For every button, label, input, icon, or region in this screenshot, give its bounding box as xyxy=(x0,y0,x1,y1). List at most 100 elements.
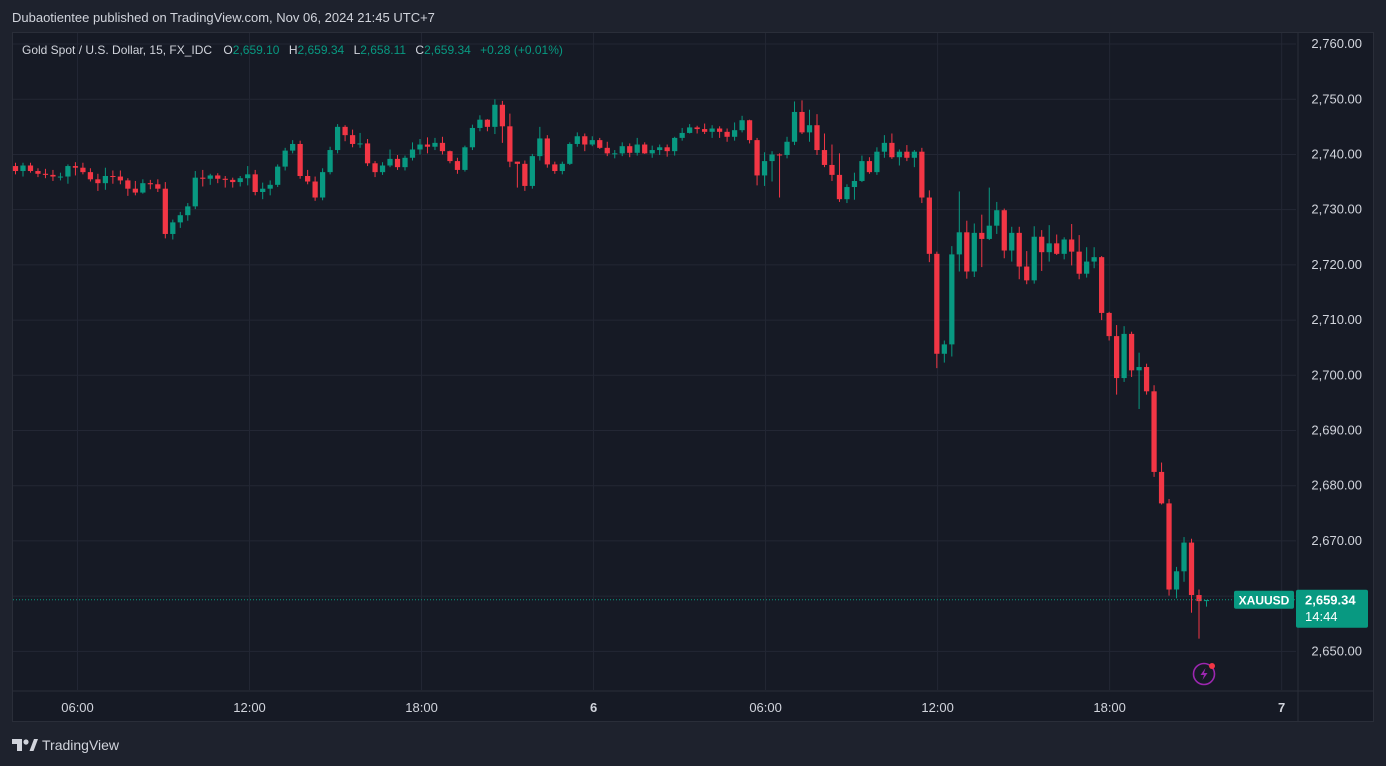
candle-body[interactable] xyxy=(155,184,161,189)
candle-body[interactable] xyxy=(1181,542,1187,572)
candle-body[interactable] xyxy=(1136,367,1142,371)
candle-body[interactable] xyxy=(372,163,378,173)
candle-body[interactable] xyxy=(537,138,543,157)
candle-body[interactable] xyxy=(290,143,296,151)
candle-body[interactable] xyxy=(50,174,56,177)
candle-body[interactable] xyxy=(859,161,865,181)
candle-body[interactable] xyxy=(694,127,700,130)
candle-body[interactable] xyxy=(934,253,940,354)
candle-body[interactable] xyxy=(1188,542,1195,596)
candle-body[interactable] xyxy=(424,144,431,147)
candle-body[interactable] xyxy=(140,183,146,193)
candle-body[interactable] xyxy=(776,154,783,156)
candle-body[interactable] xyxy=(237,178,243,183)
candle-body[interactable] xyxy=(469,127,476,148)
candle-body[interactable] xyxy=(27,165,34,172)
candle-body[interactable] xyxy=(1054,243,1060,254)
candle-body[interactable] xyxy=(87,172,94,180)
candle-body[interactable] xyxy=(986,225,992,239)
candle-body[interactable] xyxy=(926,197,932,254)
candle-body[interactable] xyxy=(1084,261,1090,274)
candle-body[interactable] xyxy=(1024,266,1030,281)
candle-body[interactable] xyxy=(896,151,903,158)
candle-body[interactable] xyxy=(979,232,985,239)
candle-body[interactable] xyxy=(709,128,715,132)
candle-body[interactable] xyxy=(20,165,26,172)
candle-body[interactable] xyxy=(904,151,910,158)
candle-body[interactable] xyxy=(956,232,962,255)
candle-body[interactable] xyxy=(851,180,858,188)
candle-body[interactable] xyxy=(349,135,356,144)
candle-body[interactable] xyxy=(192,177,198,207)
candle-body[interactable] xyxy=(1128,333,1135,371)
candle-body[interactable] xyxy=(964,232,970,272)
candle-body[interactable] xyxy=(72,166,79,168)
candle-body[interactable] xyxy=(492,104,498,127)
candle-body[interactable] xyxy=(1039,236,1045,253)
candle-body[interactable] xyxy=(327,150,333,173)
candle-body[interactable] xyxy=(866,161,873,173)
candle-body[interactable] xyxy=(739,120,745,131)
legend-symbol[interactable]: Gold Spot / U.S. Dollar, 15, FX_IDC xyxy=(22,43,213,57)
candle-body[interactable] xyxy=(364,143,371,164)
candle-body[interactable] xyxy=(275,166,281,185)
candle-body[interactable] xyxy=(529,156,535,186)
candle-body[interactable] xyxy=(162,188,168,234)
candle-body[interactable] xyxy=(1001,210,1007,251)
candle-body[interactable] xyxy=(267,184,273,189)
candle-body[interactable] xyxy=(80,167,86,173)
candle-body[interactable] xyxy=(514,161,520,164)
candle-body[interactable] xyxy=(814,125,820,151)
candle-body[interactable] xyxy=(687,127,693,133)
candle-body[interactable] xyxy=(799,111,805,133)
candle-body[interactable] xyxy=(454,161,461,170)
candle-body[interactable] xyxy=(95,179,101,184)
candle-body[interactable] xyxy=(507,126,513,162)
candle-body[interactable] xyxy=(769,154,775,162)
candle-body[interactable] xyxy=(1203,600,1210,602)
candle-body[interactable] xyxy=(305,175,311,182)
candle-body[interactable] xyxy=(260,188,266,193)
candle-body[interactable] xyxy=(589,140,595,145)
candle-body[interactable] xyxy=(941,344,947,354)
candle-body[interactable] xyxy=(597,140,603,148)
candle-body[interactable] xyxy=(874,151,880,173)
candle-body[interactable] xyxy=(57,176,64,178)
candle-body[interactable] xyxy=(35,171,41,174)
candle-body[interactable] xyxy=(612,153,618,155)
candle-body[interactable] xyxy=(1196,595,1202,602)
candle-body[interactable] xyxy=(836,174,843,200)
candle-body[interactable] xyxy=(477,119,483,128)
candle-body[interactable] xyxy=(702,129,708,132)
candle-body[interactable] xyxy=(844,187,850,200)
candle-body[interactable] xyxy=(994,210,1000,226)
candle-body[interactable] xyxy=(889,142,895,158)
candle-body[interactable] xyxy=(207,175,213,179)
candle-body[interactable] xyxy=(417,144,423,150)
candle-body[interactable] xyxy=(724,131,730,137)
candle-body[interactable] xyxy=(282,150,288,167)
candle-body[interactable] xyxy=(1151,391,1157,472)
candle-body[interactable] xyxy=(484,119,491,127)
candle-body[interactable] xyxy=(761,161,768,176)
candle-body[interactable] xyxy=(1106,312,1112,337)
candle-body[interactable] xyxy=(784,141,790,156)
candle-body[interactable] xyxy=(1113,336,1120,379)
candle-body[interactable] xyxy=(672,137,678,152)
candle-body[interactable] xyxy=(230,179,236,183)
candle-body[interactable] xyxy=(102,175,109,184)
candle-body[interactable] xyxy=(544,138,550,165)
candle-body[interactable] xyxy=(1009,232,1015,251)
candle-body[interactable] xyxy=(806,125,813,133)
candle-body[interactable] xyxy=(1016,232,1022,267)
candle-body[interactable] xyxy=(552,164,558,172)
lightning-icon[interactable] xyxy=(1192,662,1216,686)
candle-body[interactable] xyxy=(746,120,753,141)
candle-body[interactable] xyxy=(147,183,153,185)
candle-body[interactable] xyxy=(649,150,655,154)
candle-body[interactable] xyxy=(334,126,341,151)
candle-body[interactable] xyxy=(462,147,468,170)
candle-body[interactable] xyxy=(754,140,760,176)
candle-body[interactable] xyxy=(1099,257,1105,313)
